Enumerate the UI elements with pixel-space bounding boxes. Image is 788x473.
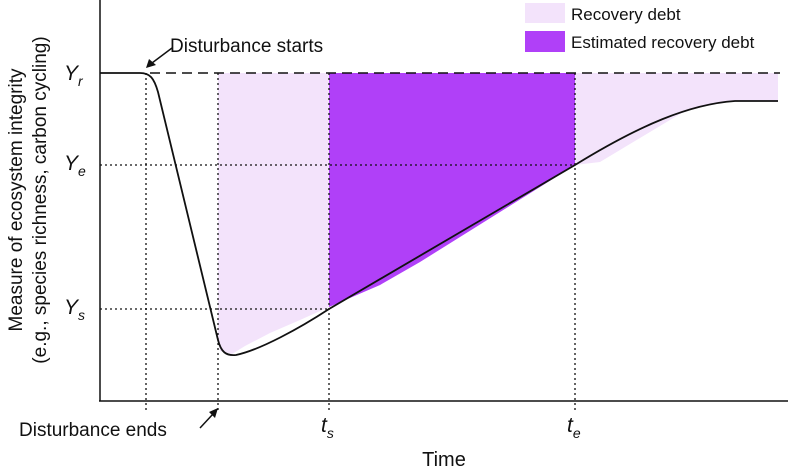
start-arrow	[146, 47, 173, 68]
estimated-recovery-debt-region	[329, 73, 575, 307]
y-axis-label-line2: (e.g., species richness, carbon cycling)	[30, 36, 51, 363]
disturbance-starts-label: Disturbance starts	[170, 36, 323, 57]
y-axis-label: Measure of ecosystem integrity (e.g., sp…	[6, 36, 51, 363]
guide-lines	[100, 73, 576, 410]
legend: Recovery debt Estimated recovery debt	[525, 3, 755, 52]
x-axis-label: Time	[422, 449, 466, 471]
legend-label-estimated-recovery-debt: Estimated recovery debt	[571, 33, 755, 52]
y-level-label-yr: Yr	[64, 62, 84, 89]
x-mark-label-te: te	[567, 414, 581, 441]
y-level-label-ye: Ye	[64, 152, 86, 179]
legend-swatch-estimated-recovery-debt	[525, 31, 565, 52]
disturbance-ends-label: Disturbance ends	[19, 420, 167, 441]
y-level-label-ys: Ys	[64, 296, 85, 323]
legend-swatch-recovery-debt	[525, 3, 565, 23]
x-mark-label-ts: ts	[321, 414, 334, 441]
y-axis-label-line1: Measure of ecosystem integrity	[6, 68, 27, 331]
legend-label-recovery-debt: Recovery debt	[571, 5, 681, 24]
integrity-curve	[100, 72, 778, 357]
end-arrow	[199, 408, 218, 429]
